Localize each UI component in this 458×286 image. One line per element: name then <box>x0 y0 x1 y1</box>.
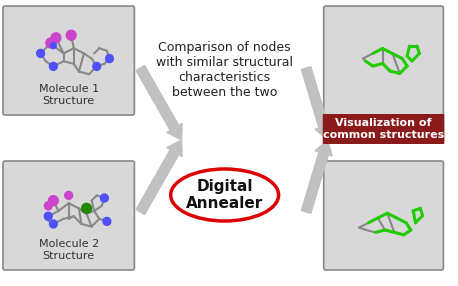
Text: Comparison of nodes
with similar structural
characteristics
between the two: Comparison of nodes with similar structu… <box>156 41 293 99</box>
FancyArrow shape <box>301 140 332 213</box>
FancyBboxPatch shape <box>324 161 443 270</box>
Circle shape <box>103 217 111 225</box>
Circle shape <box>105 55 114 63</box>
Circle shape <box>82 203 92 213</box>
Circle shape <box>44 202 52 210</box>
Text: Visualization of
common structures: Visualization of common structures <box>323 118 444 140</box>
Circle shape <box>49 196 58 206</box>
Text: Molecule 2
Structure: Molecule 2 Structure <box>38 239 99 261</box>
Ellipse shape <box>171 169 278 221</box>
Circle shape <box>65 191 73 199</box>
FancyArrow shape <box>301 67 332 140</box>
FancyArrow shape <box>136 65 182 140</box>
FancyBboxPatch shape <box>3 6 134 115</box>
Circle shape <box>49 62 57 70</box>
Circle shape <box>44 212 52 220</box>
Text: Digital
Annealer: Digital Annealer <box>186 179 263 211</box>
FancyBboxPatch shape <box>3 161 134 270</box>
FancyBboxPatch shape <box>324 6 443 115</box>
FancyBboxPatch shape <box>323 114 444 144</box>
FancyArrow shape <box>136 140 182 214</box>
Circle shape <box>50 43 56 49</box>
Circle shape <box>100 194 108 202</box>
Circle shape <box>51 33 61 43</box>
Circle shape <box>49 220 57 228</box>
Text: Molecule 1
Structure: Molecule 1 Structure <box>38 84 99 106</box>
Circle shape <box>93 62 101 70</box>
Circle shape <box>37 49 44 57</box>
Circle shape <box>46 38 56 48</box>
Circle shape <box>66 30 76 40</box>
